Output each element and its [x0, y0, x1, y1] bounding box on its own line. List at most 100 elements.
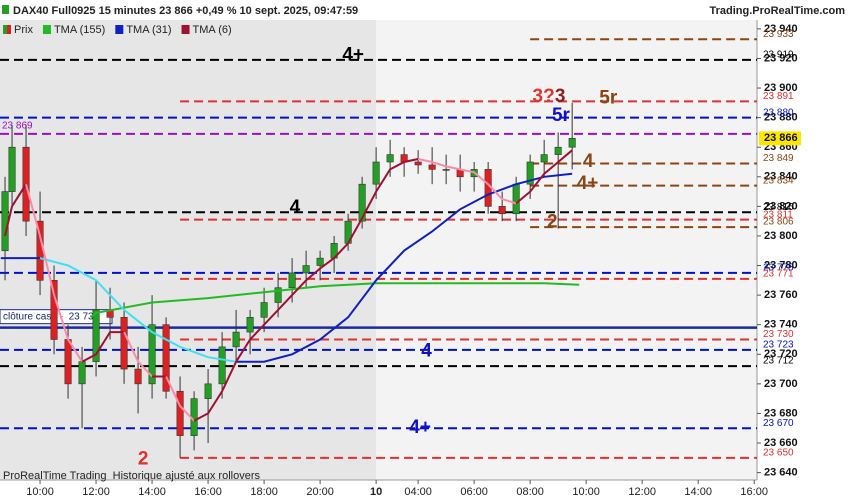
y-tick-label: 23 900 [764, 82, 798, 94]
level-label: 23 723 [763, 339, 794, 350]
candle-body [176, 390, 184, 436]
x-tick-label: 06:00 [460, 486, 488, 498]
candle-body [8, 146, 16, 192]
x-tick-label: 08:00 [516, 486, 544, 498]
y-tick-label: 23 880 [764, 112, 798, 124]
legend-swatch [181, 25, 190, 34]
x-tick-label: 12:00 [82, 486, 110, 498]
x-tick-label: 16:00 [194, 486, 222, 498]
candle-body [442, 169, 450, 171]
annotation: 3 [555, 86, 566, 107]
x-tick-label: 10:00 [572, 486, 600, 498]
indicator-line [417, 158, 517, 205]
candle-body [204, 383, 212, 399]
legend-label: TMA (31) [126, 24, 171, 36]
level-label: 23 712 [763, 356, 794, 367]
annotation: 3? [533, 86, 555, 107]
x-tick-label: 18:00 [250, 486, 278, 498]
y-tick-label: 23 720 [764, 348, 798, 360]
level-label: 23 849 [763, 153, 794, 164]
y-tick-label: 23 660 [764, 437, 798, 449]
level-label: 23 771 [763, 268, 794, 279]
legend-label: Prix [14, 24, 33, 36]
indicator-line [81, 331, 125, 363]
level-label: 23 834 [763, 175, 794, 186]
annotation: 2 [547, 212, 558, 233]
y-tick-label: 23 840 [764, 171, 798, 183]
candle-body [302, 265, 310, 274]
candle-body [50, 280, 58, 340]
candle-body [358, 183, 366, 222]
candle-body [64, 339, 72, 385]
session-background [0, 20, 377, 480]
annotation: 2 [138, 448, 149, 469]
y-tick-label: 23 680 [764, 407, 798, 419]
level-label: 23 650 [763, 447, 794, 458]
x-tick-label: 20:00 [306, 486, 334, 498]
legend-swatch [3, 25, 7, 34]
legend-swatch [7, 25, 11, 34]
annotation: 4 [290, 197, 301, 218]
x-tick-label: 14:00 [684, 486, 712, 498]
candle-body [260, 302, 268, 318]
header-icon [2, 5, 9, 14]
x-tick-label: 04:00 [404, 486, 432, 498]
y-tick-label: 23 640 [764, 467, 798, 479]
level-label: 23 730 [763, 329, 794, 340]
x-tick-label: 16:00 [740, 486, 768, 498]
candle-body [148, 324, 156, 385]
level-label: 23 869 [2, 121, 33, 132]
annotation: 5r [599, 87, 618, 108]
candle-body [162, 324, 170, 392]
candle-body [428, 164, 436, 170]
level-label: 23 816 [763, 202, 794, 213]
x-tick-label: 12:00 [628, 486, 656, 498]
indicator-line [25, 183, 83, 363]
candle-body [414, 161, 422, 166]
indicator-line [515, 149, 573, 205]
candle-body [134, 368, 142, 385]
legend-label: TMA (6) [193, 24, 232, 36]
x-tick-label: 10 [370, 486, 382, 498]
candle-body [232, 331, 240, 348]
annotation: 4 [583, 151, 594, 172]
candle-body [218, 346, 226, 385]
indicator-line [193, 158, 419, 422]
footer: ProRealTime Trading Historique ajusté au… [3, 470, 260, 482]
indicator-line [236, 172, 573, 363]
level-label: 23 806 [763, 217, 794, 228]
candle-body [92, 309, 100, 362]
candle-body [498, 206, 506, 215]
level-label: 23 811 [763, 209, 793, 220]
candle-body [526, 161, 534, 185]
y-tick-label: 23 780 [764, 259, 798, 271]
candle-body [386, 154, 394, 163]
source: Trading.ProRealTime.com [709, 5, 845, 17]
level-label: 23 775 [763, 263, 794, 274]
candle-body [512, 183, 520, 215]
level-label: 23 919 [763, 50, 794, 61]
candle-body [568, 138, 576, 148]
candle-body [540, 154, 548, 163]
candle-body [1, 191, 9, 252]
candle-body [274, 287, 282, 303]
level-label: 23 891 [763, 91, 794, 102]
candle-body [22, 146, 30, 222]
indicator-line [123, 331, 153, 378]
candle-body [246, 316, 254, 333]
chart-title: DAX40 Full0925 15 minutes 23 866 +0,49 %… [13, 5, 358, 17]
annotation: 4+ [409, 417, 431, 438]
y-tick-label: 23 740 [764, 319, 798, 331]
legend-swatch [115, 25, 124, 34]
level-label: 23 880 [763, 107, 794, 118]
y-tick-label: 23 800 [764, 230, 798, 242]
y-tick-label: 23 940 [764, 23, 798, 35]
x-tick-label: 14:00 [138, 486, 166, 498]
candle-body [78, 361, 86, 385]
y-tick-label: 23 700 [764, 378, 798, 390]
indicator-line [89, 282, 580, 319]
annotation: 4 [421, 340, 432, 361]
annotation: 4+ [342, 45, 364, 66]
candle-body [288, 272, 296, 289]
